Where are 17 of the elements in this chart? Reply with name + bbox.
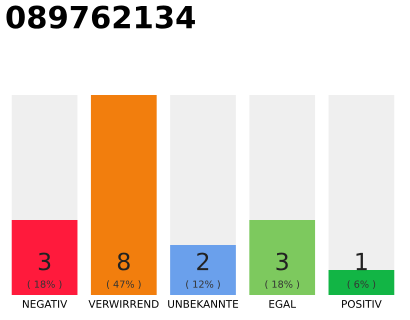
x-tick-label: NEGATIV [22, 300, 68, 308]
data-label: 2 [197, 252, 208, 270]
data-label: 3 [276, 252, 288, 270]
annotation: ( 47% ) [106, 280, 141, 289]
data-label: 8 [118, 252, 130, 270]
annotation: ( 12% ) [186, 280, 220, 289]
annotation: ( 6% ) [348, 280, 376, 289]
annotation: ( 18% ) [28, 280, 62, 289]
data-label: 1 [356, 252, 367, 270]
x-tick-label: POSITIV [342, 300, 382, 308]
x-tick-label: VERWIRREND [88, 300, 159, 308]
x-tick-label: EGAL [269, 300, 296, 308]
data-label: 3 [38, 252, 50, 270]
annotation: ( 18% ) [265, 280, 300, 289]
x-tick-label: UNBEKANNTE [168, 300, 238, 308]
bar [328, 270, 394, 295]
chart-title: 089762134 [6, 6, 195, 29]
